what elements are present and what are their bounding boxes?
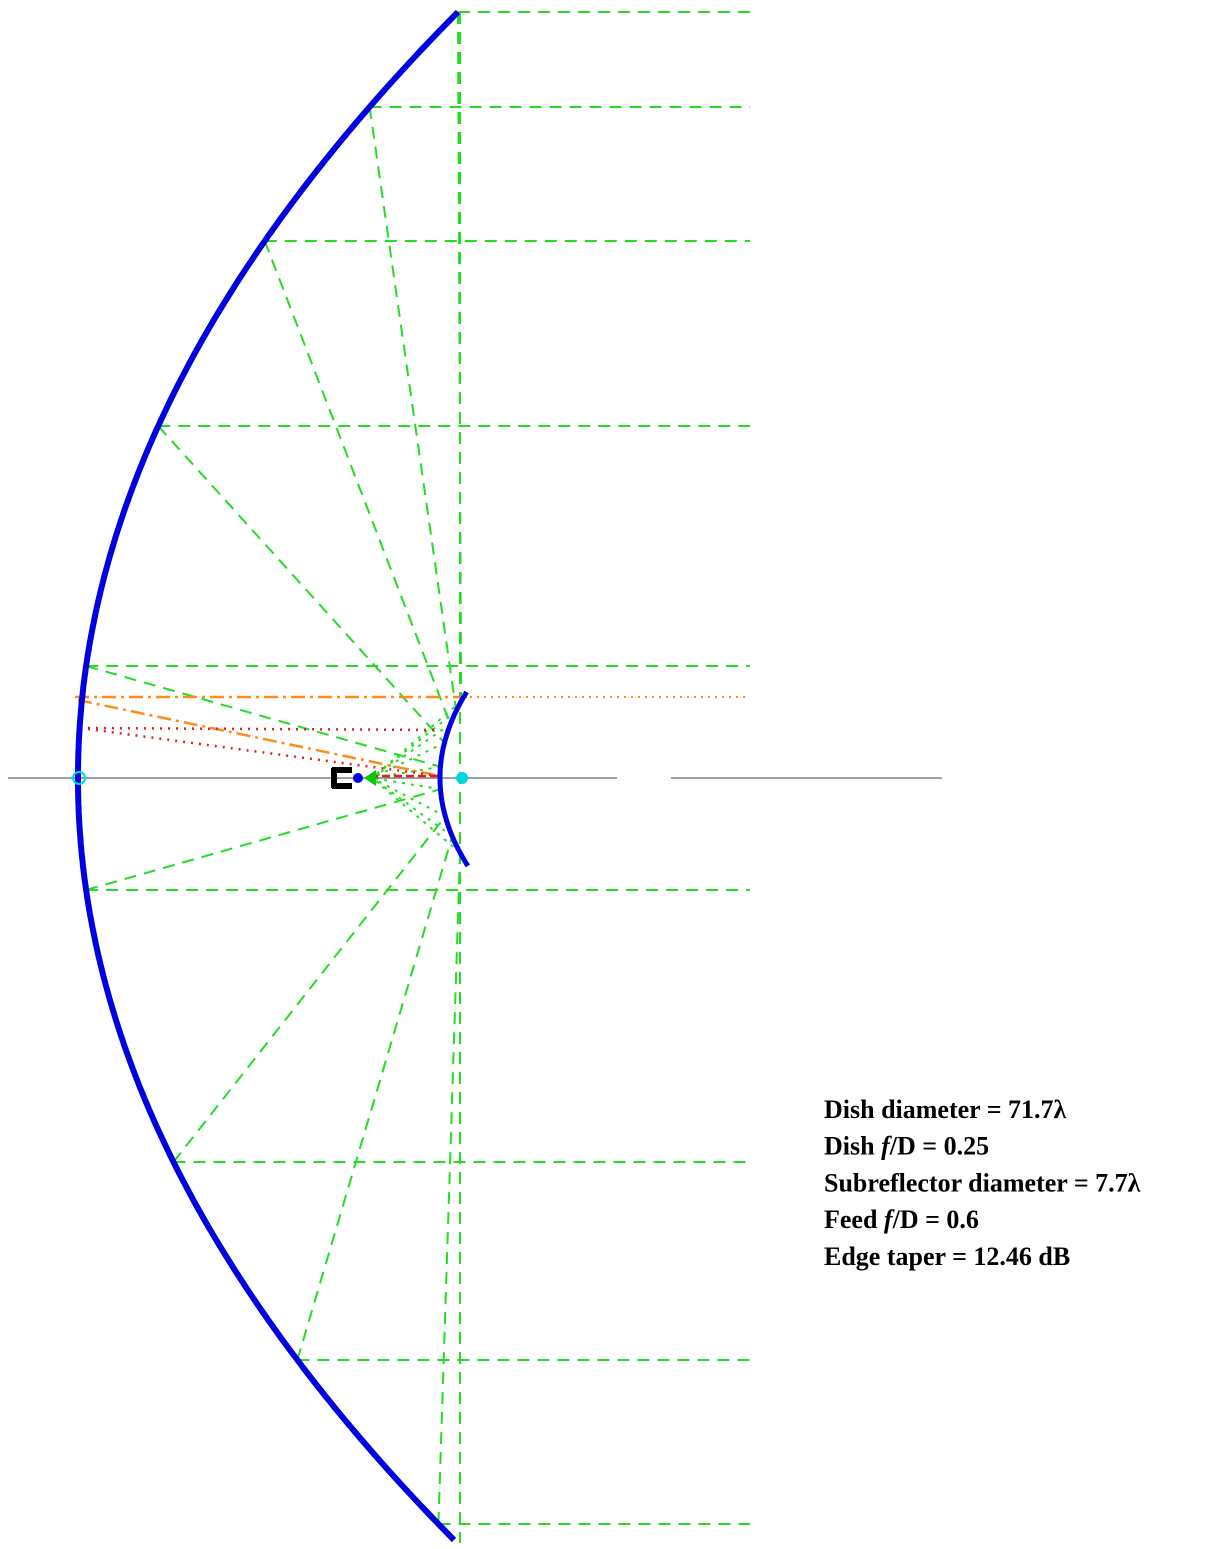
info-text: Subreflector diameter = 7.7λ [824, 1168, 1141, 1197]
info-text: f [881, 1132, 892, 1161]
subreflector [437, 690, 470, 868]
info-text: Dish diameter = 71.7λ [824, 1095, 1067, 1124]
ray [371, 777, 446, 818]
ray [371, 723, 451, 779]
ray [85, 788, 441, 891]
info-line: Edge taper = 12.46 dB [824, 1242, 1070, 1271]
info-text: f [884, 1205, 895, 1234]
info-line: Dish f/D = 0.25 [824, 1132, 989, 1161]
ray [263, 240, 452, 725]
info-text: /D = 0.25 [889, 1132, 989, 1161]
info-text: /D = 0.6 [892, 1205, 979, 1234]
ray [371, 777, 453, 838]
ray [457, 11, 463, 702]
red-ray [79, 726, 441, 732]
ray [371, 777, 441, 791]
ray [157, 425, 446, 744]
dish [75, 9, 461, 1543]
focus-marker [456, 772, 468, 784]
ray [371, 741, 445, 779]
info-line: Feed f/D = 0.6 [824, 1205, 979, 1234]
info-text: Edge taper = 12.46 dB [824, 1242, 1070, 1271]
feed-beam [364, 770, 376, 786]
ray [172, 815, 447, 1163]
ray [85, 665, 441, 768]
ray [371, 777, 461, 854]
info-line: Subreflector diameter = 7.7λ [824, 1168, 1141, 1197]
edge-ray [77, 698, 441, 778]
vertex-marker [72, 771, 86, 785]
ray [437, 852, 462, 1525]
ray [296, 835, 454, 1361]
info-line: Dish diameter = 71.7λ [824, 1095, 1067, 1124]
feed-phase-center [353, 773, 363, 783]
feed-horn [331, 767, 352, 789]
ray [371, 765, 441, 779]
info-text: Feed [824, 1205, 884, 1234]
ray [368, 106, 458, 712]
info-text: Dish [824, 1132, 881, 1161]
info-box: Dish diameter = 71.7λ Dish f/D = 0.25 Subr… [824, 1095, 1141, 1271]
